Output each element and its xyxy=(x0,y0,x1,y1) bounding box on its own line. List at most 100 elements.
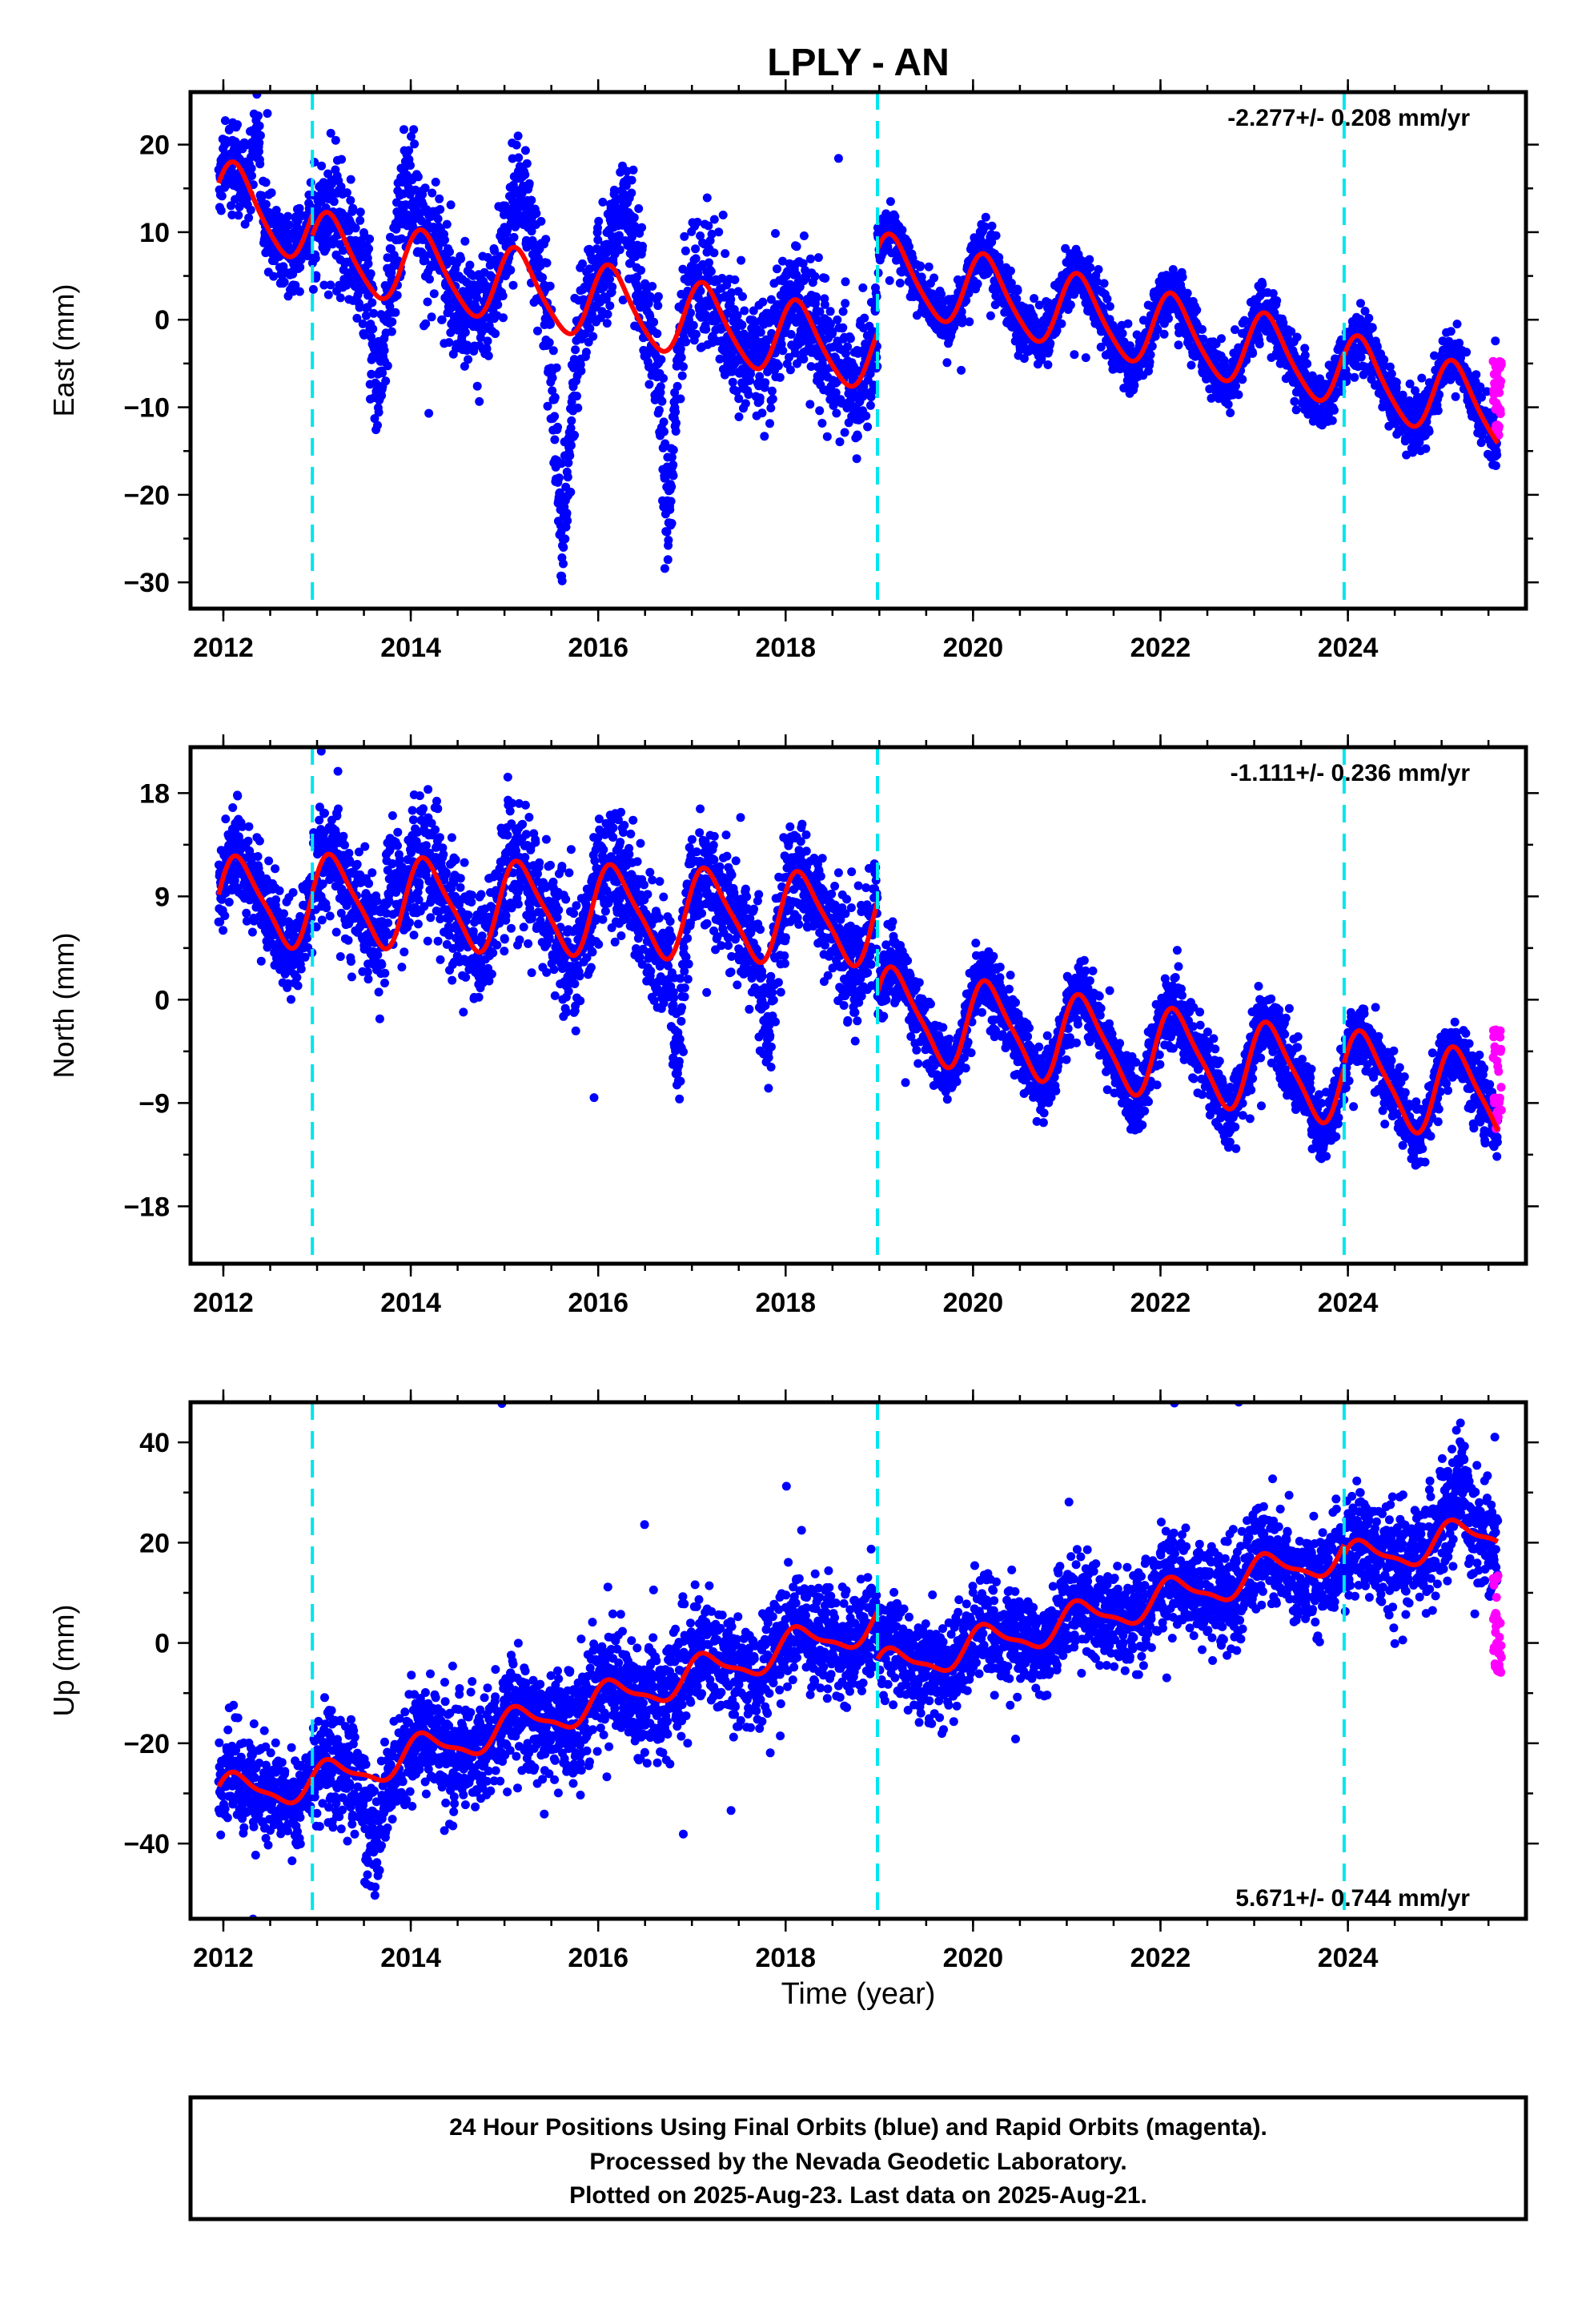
east-final-point xyxy=(355,207,365,217)
east-final-point xyxy=(757,408,767,418)
east-final-point xyxy=(709,248,719,258)
east-final-point xyxy=(644,299,653,308)
east-final-point xyxy=(331,135,340,145)
east-final-point xyxy=(672,418,681,428)
east-final-point xyxy=(364,244,374,254)
east-final-point xyxy=(368,324,378,334)
east-final-point xyxy=(460,361,469,371)
east-final-point xyxy=(1034,300,1044,310)
east-final-point xyxy=(291,280,300,290)
north-final-point xyxy=(242,908,251,918)
east-final-point xyxy=(835,437,845,447)
east-final-point xyxy=(1030,294,1039,304)
east-final-point xyxy=(392,291,402,300)
east-final-point xyxy=(563,516,572,525)
east-final-point xyxy=(1248,348,1258,358)
east-final-point xyxy=(1086,263,1095,272)
east-final-point xyxy=(905,242,913,251)
east-final-point xyxy=(421,319,431,328)
east-final-point xyxy=(1364,313,1374,323)
east-final-point xyxy=(550,392,560,402)
east-final-point xyxy=(1081,353,1090,363)
east-final-point xyxy=(409,125,419,135)
east-final-point xyxy=(267,188,276,198)
east-final-point xyxy=(609,185,619,195)
east-final-point xyxy=(1070,350,1079,360)
east-final-point xyxy=(482,344,492,354)
east-rapid-point xyxy=(1496,376,1506,386)
east-final-point xyxy=(806,362,816,372)
east-final-point xyxy=(1300,351,1310,360)
east-final-point xyxy=(734,412,744,421)
east-final-point xyxy=(234,211,243,220)
east-final-point xyxy=(217,191,227,201)
east-final-point xyxy=(980,222,990,231)
east-final-point xyxy=(247,163,256,173)
east-final-point xyxy=(1258,279,1267,289)
east-x-tick-label: 2018 xyxy=(755,633,816,663)
east-final-point xyxy=(599,283,608,292)
east-final-point xyxy=(686,308,695,318)
east-final-point xyxy=(342,188,351,198)
east-final-point xyxy=(1452,320,1462,329)
east-final-point xyxy=(283,211,293,221)
east-final-point xyxy=(440,235,449,245)
east-final-point xyxy=(676,394,685,404)
east-final-point xyxy=(566,440,576,450)
east-final-point xyxy=(571,345,580,355)
east-final-point xyxy=(1367,323,1377,332)
east-final-point xyxy=(994,258,1004,267)
east-final-point xyxy=(284,220,294,230)
east-final-point xyxy=(532,209,541,218)
east-final-point xyxy=(1043,360,1053,369)
east-final-point xyxy=(790,348,800,358)
east-final-point xyxy=(463,340,472,350)
east-final-point xyxy=(924,262,934,271)
east-final-point xyxy=(263,109,272,119)
east-final-point xyxy=(704,221,713,231)
east-final-point xyxy=(792,270,801,279)
east-final-point xyxy=(308,284,318,294)
east-final-point xyxy=(227,201,235,211)
east-final-point xyxy=(656,355,666,364)
east-final-point xyxy=(730,275,740,284)
east-final-point xyxy=(254,111,263,121)
east-final-point xyxy=(981,212,990,222)
east-final-point xyxy=(436,205,445,214)
east-final-point xyxy=(542,258,552,267)
east-final-point xyxy=(337,155,347,164)
east-final-point xyxy=(560,534,570,544)
east-final-point xyxy=(825,320,835,329)
east-final-point xyxy=(660,427,669,436)
north-final-point xyxy=(221,814,231,824)
east-y-tick-label: 0 xyxy=(155,305,170,336)
east-final-point xyxy=(737,255,746,265)
east-final-point xyxy=(815,307,825,316)
east-final-point xyxy=(1085,255,1094,264)
east-final-point xyxy=(329,197,339,207)
east-final-point xyxy=(514,153,524,163)
east-final-point xyxy=(367,369,376,379)
east-final-point xyxy=(522,243,532,252)
east-final-point xyxy=(853,432,862,441)
east-final-point xyxy=(1192,305,1202,315)
east-final-point xyxy=(1099,279,1109,288)
east-final-point xyxy=(247,171,256,180)
east-final-point xyxy=(817,419,827,428)
east-final-point xyxy=(257,191,267,200)
east-final-point xyxy=(661,439,670,448)
east-final-point xyxy=(442,219,452,229)
east-final-point xyxy=(657,396,667,406)
east-final-point xyxy=(1174,340,1183,350)
east-final-point xyxy=(721,249,730,259)
east-final-point xyxy=(413,172,423,182)
east-final-point xyxy=(766,404,776,412)
east-final-point xyxy=(714,227,724,237)
east-final-point xyxy=(559,559,568,569)
east-final-point xyxy=(404,146,414,155)
east-final-point xyxy=(798,259,808,268)
east-final-point xyxy=(527,195,536,205)
east-final-point xyxy=(1234,390,1243,400)
east-final-point xyxy=(696,286,705,296)
east-final-point xyxy=(1303,359,1312,368)
